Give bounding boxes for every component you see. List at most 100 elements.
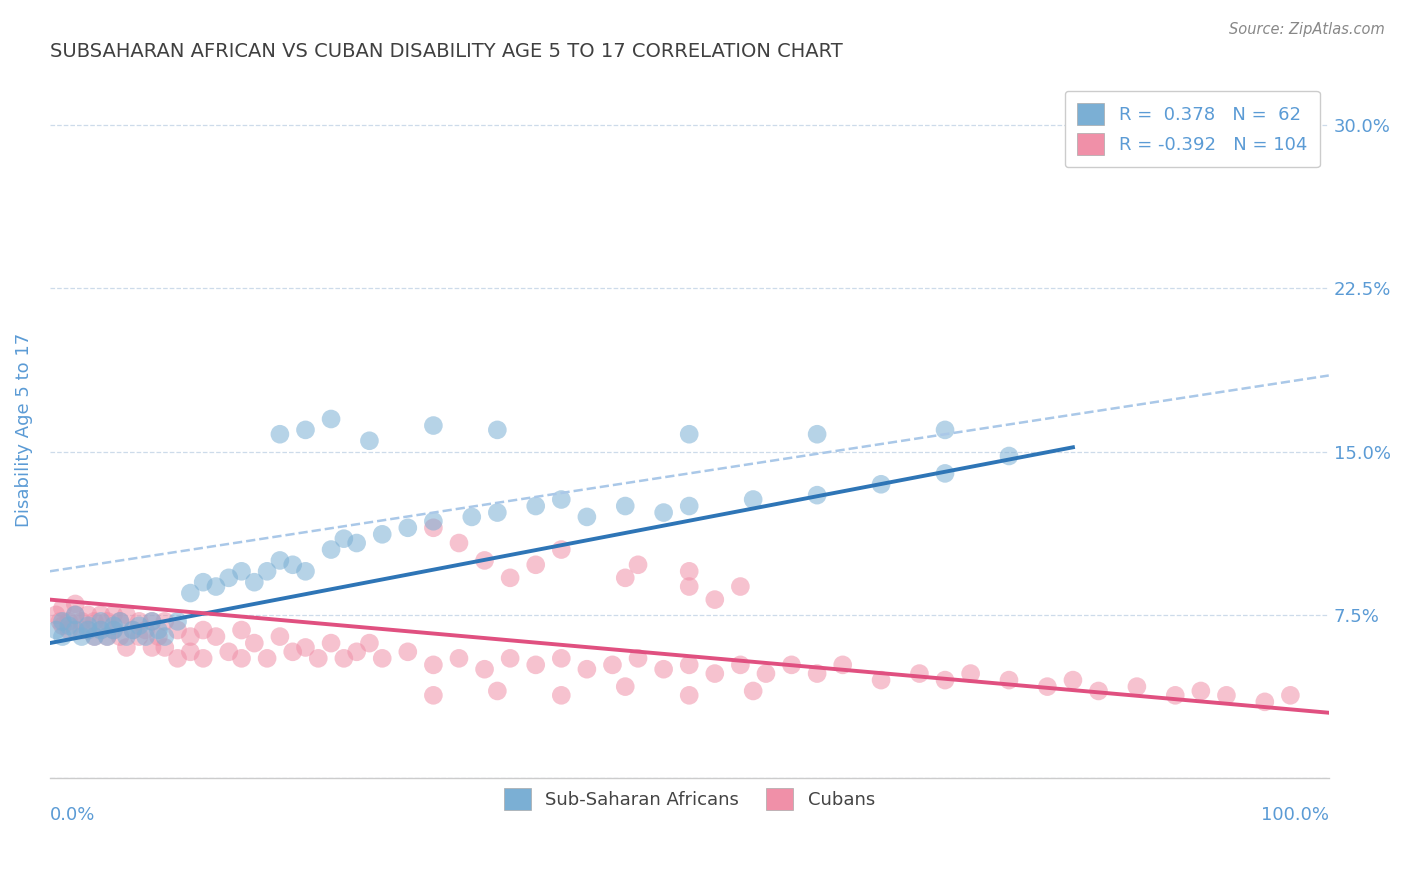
Point <box>678 689 700 703</box>
Legend: Sub-Saharan Africans, Cubans: Sub-Saharan Africans, Cubans <box>496 781 882 818</box>
Point <box>70 630 93 644</box>
Point <box>422 418 444 433</box>
Point <box>474 662 496 676</box>
Point <box>51 601 73 615</box>
Point <box>115 607 138 622</box>
Point <box>806 488 828 502</box>
Point <box>486 684 509 698</box>
Point <box>148 623 170 637</box>
Text: 100.0%: 100.0% <box>1261 805 1329 824</box>
Point <box>703 666 725 681</box>
Point <box>652 662 675 676</box>
Point <box>121 623 143 637</box>
Point <box>959 666 981 681</box>
Point <box>179 645 201 659</box>
Point <box>148 630 170 644</box>
Point <box>755 666 778 681</box>
Point <box>58 615 80 629</box>
Point <box>191 575 214 590</box>
Point <box>422 657 444 672</box>
Point <box>231 564 253 578</box>
Point <box>575 662 598 676</box>
Point <box>652 506 675 520</box>
Point <box>908 666 931 681</box>
Point <box>678 499 700 513</box>
Point <box>575 510 598 524</box>
Point <box>678 564 700 578</box>
Point <box>614 499 637 513</box>
Point <box>934 673 956 687</box>
Point <box>486 506 509 520</box>
Point <box>294 640 316 655</box>
Point <box>269 427 291 442</box>
Point <box>870 477 893 491</box>
Point <box>422 689 444 703</box>
Point <box>51 615 73 629</box>
Point <box>319 636 342 650</box>
Point <box>103 623 125 637</box>
Point <box>1126 680 1149 694</box>
Point <box>333 651 356 665</box>
Point <box>77 623 100 637</box>
Point <box>128 630 150 644</box>
Point <box>49 615 72 629</box>
Point <box>319 542 342 557</box>
Point <box>115 640 138 655</box>
Point <box>103 623 125 637</box>
Point <box>153 630 176 644</box>
Point <box>396 645 419 659</box>
Point <box>96 630 118 644</box>
Point <box>58 623 80 637</box>
Point <box>243 575 266 590</box>
Point <box>371 651 394 665</box>
Point <box>269 630 291 644</box>
Point <box>77 607 100 622</box>
Point <box>205 630 228 644</box>
Point <box>51 630 73 644</box>
Text: Source: ZipAtlas.com: Source: ZipAtlas.com <box>1229 22 1385 37</box>
Point <box>422 514 444 528</box>
Point <box>1164 689 1187 703</box>
Point <box>333 532 356 546</box>
Point <box>281 645 304 659</box>
Point <box>115 630 138 644</box>
Point <box>128 618 150 632</box>
Point <box>730 657 752 672</box>
Point <box>1189 684 1212 698</box>
Point <box>45 607 67 622</box>
Point <box>742 492 765 507</box>
Point <box>231 651 253 665</box>
Point <box>550 542 572 557</box>
Text: 0.0%: 0.0% <box>49 805 96 824</box>
Point <box>166 615 188 629</box>
Point <box>135 630 157 644</box>
Point <box>191 623 214 637</box>
Point <box>90 623 112 637</box>
Point <box>141 615 163 629</box>
Point <box>422 521 444 535</box>
Point <box>1062 673 1084 687</box>
Point <box>627 558 650 572</box>
Point <box>96 615 118 629</box>
Point <box>831 657 853 672</box>
Point <box>934 467 956 481</box>
Point <box>1279 689 1302 703</box>
Point <box>499 651 522 665</box>
Point <box>108 615 131 629</box>
Point <box>346 536 368 550</box>
Point <box>90 607 112 622</box>
Point <box>396 521 419 535</box>
Point <box>447 536 470 550</box>
Point <box>806 666 828 681</box>
Point <box>294 564 316 578</box>
Point <box>141 615 163 629</box>
Point <box>998 673 1021 687</box>
Point <box>191 651 214 665</box>
Point <box>524 657 547 672</box>
Point <box>602 657 624 672</box>
Point <box>83 630 105 644</box>
Point <box>205 580 228 594</box>
Point <box>135 623 157 637</box>
Point <box>108 615 131 629</box>
Point <box>307 651 329 665</box>
